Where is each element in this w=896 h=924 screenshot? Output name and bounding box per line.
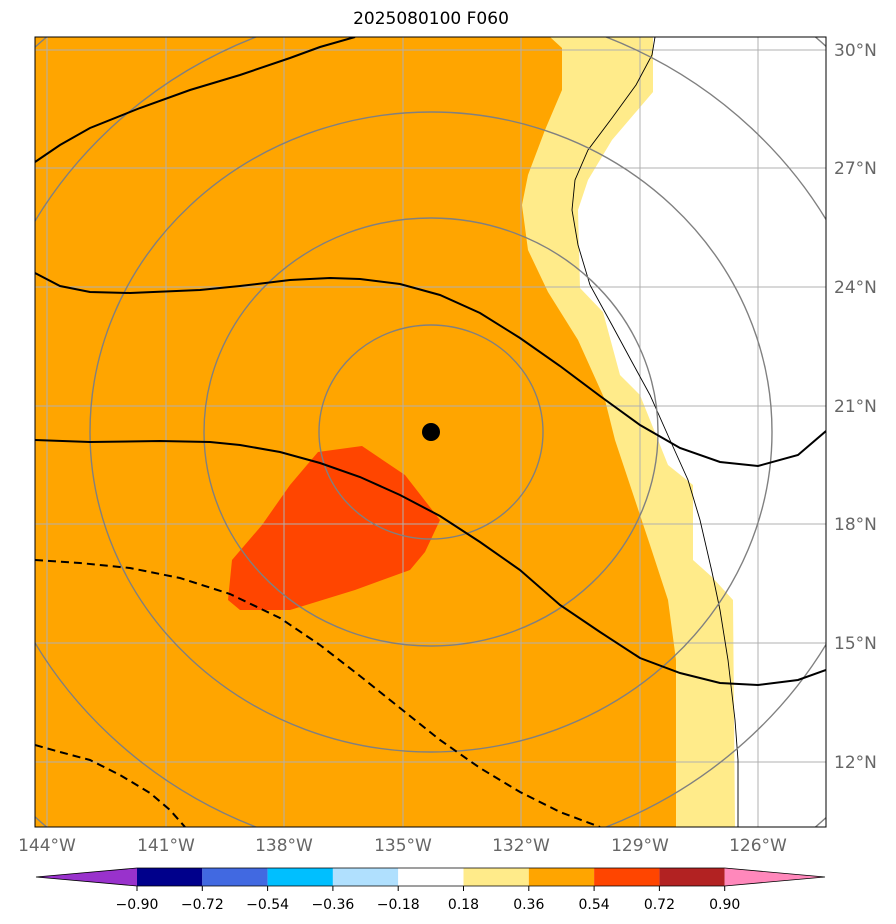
colorbar-segment-9 [659,868,725,886]
colorbar-segment-8 [594,868,660,886]
coastline [571,37,739,827]
black-contours [35,37,826,687]
lat-label-12n: 12°N [834,753,877,773]
graticule [35,37,826,827]
map-frame [34,36,827,828]
lat-label-21n: 21°N [834,397,877,417]
colorbar-tick-label: −0.90 [116,897,159,913]
colorbar-segment-3 [267,868,333,886]
colorbar-segment-1 [137,868,203,886]
lon-label-132w: 132°W [492,836,550,856]
colorbar-tick-label: 0.72 [644,897,675,913]
colorbar-segment-2 [202,868,268,886]
colorbar-extend-low [36,868,137,886]
lon-label-126w: 126°W [729,836,787,856]
colorbar-segment-4 [332,868,399,886]
lon-label-138w: 138°W [255,836,313,856]
longitude-labels: 144°W 141°W 138°W 135°W 132°W 129°W 126°… [18,836,787,856]
storm-center-marker [422,423,440,441]
lat-label-27n: 27°N [834,159,877,179]
colorbar-tick-label: 0.18 [448,897,479,913]
colorbar-tick-label: −0.36 [311,897,354,913]
map-title: 2025080100 F060 [353,9,509,29]
shade-036-054 [35,37,676,827]
colorbar: −0.90 −0.72 −0.54 −0.36 −0.18 0.18 0.36 … [35,867,826,913]
colorbar-tick-label: 0.54 [579,897,610,913]
lat-label-24n: 24°N [834,278,877,298]
lon-label-135w: 135°W [374,836,432,856]
colorbar-segment-7 [528,868,595,886]
lat-label-30n: 30°N [834,41,877,61]
colorbar-tick-label: −0.72 [181,897,224,913]
colorbar-ticks [136,886,726,891]
colorbar-tick-label: 0.90 [709,897,740,913]
colorbar-extend-high [724,868,825,886]
lon-label-144w: 144°W [18,836,76,856]
colorbar-tick-label: 0.36 [513,897,544,913]
colorbar-tick-label: −0.18 [377,897,420,913]
lon-label-141w: 141°W [137,836,195,856]
colorbar-segment-6 [463,868,529,886]
latitude-labels: 30°N 27°N 24°N 21°N 18°N 15°N 12°N [834,41,877,773]
colorbar-tick-label: −0.54 [246,897,289,913]
lat-label-15n: 15°N [834,634,877,654]
dashed-contours [35,559,601,827]
lat-label-18n: 18°N [834,515,877,535]
shade-054-072 [228,446,440,610]
colorbar-segment-5 [398,868,464,886]
lon-label-129w: 129°W [611,836,669,856]
